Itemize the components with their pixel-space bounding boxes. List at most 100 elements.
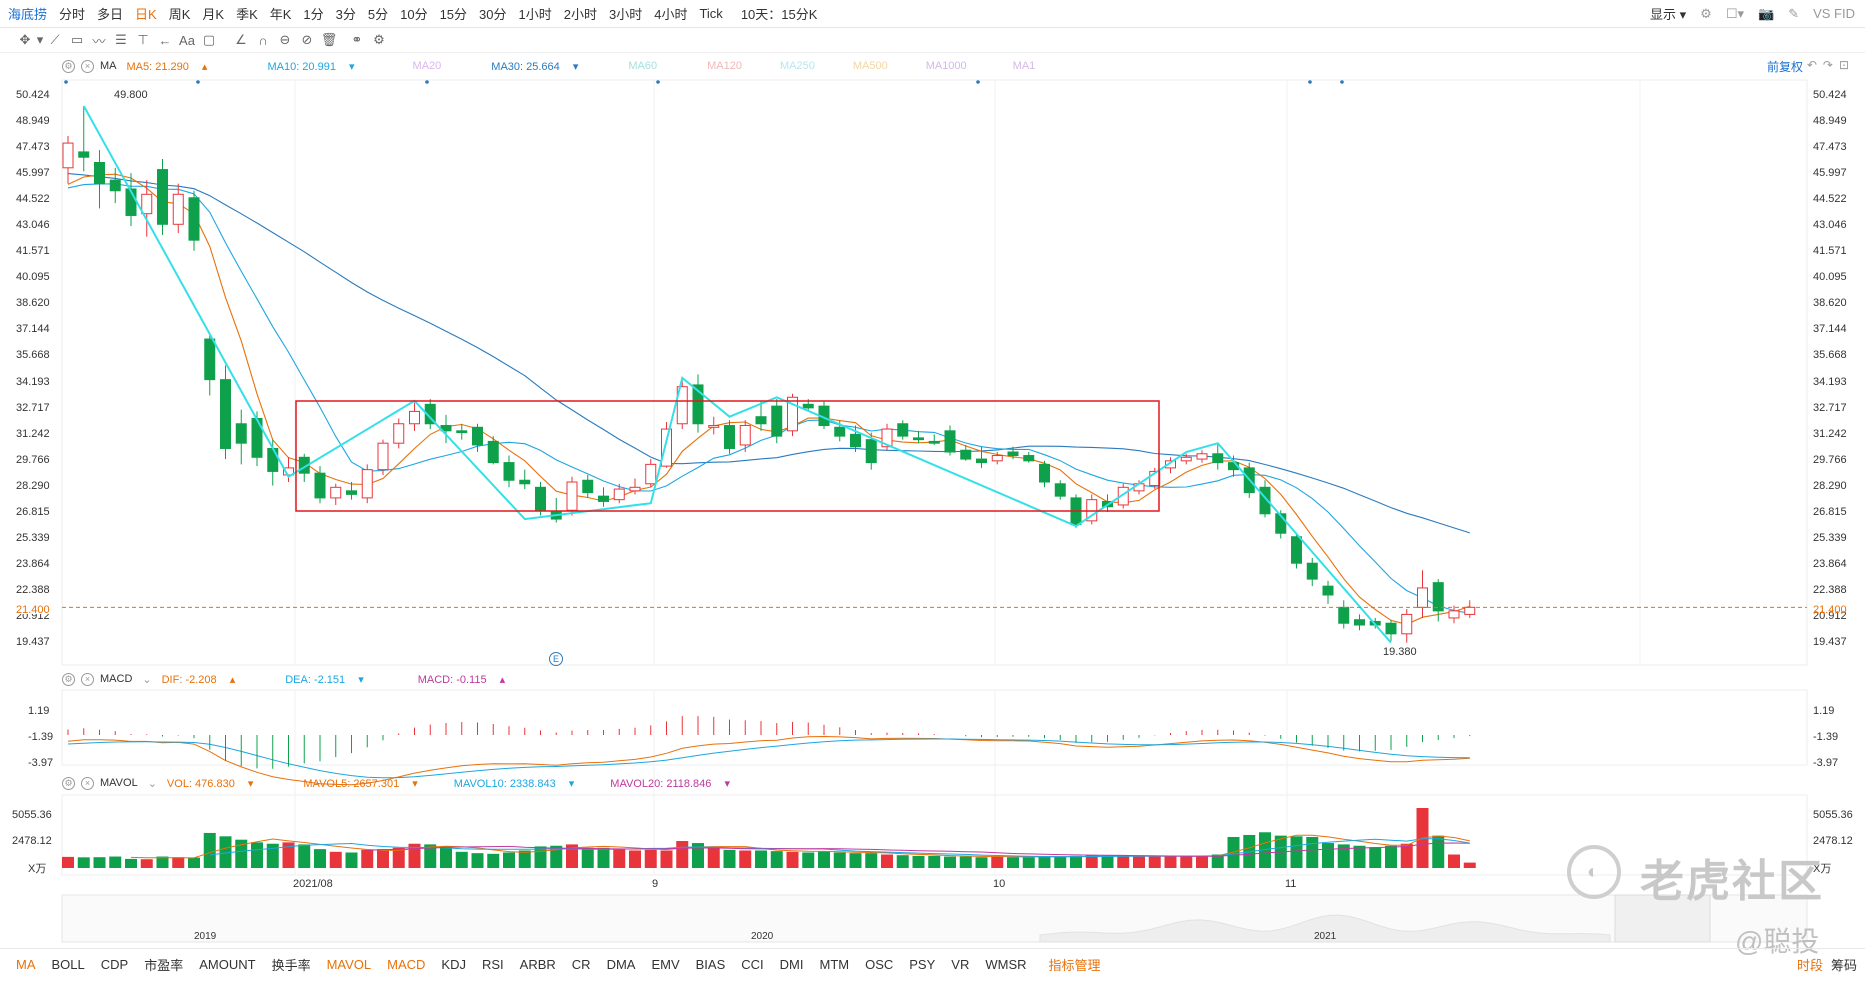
period-tab[interactable]: 分时 — [59, 7, 86, 22]
indicator-tab[interactable]: CR — [571, 956, 591, 972]
candle-body — [991, 455, 1003, 462]
period-tab[interactable]: 10分 — [400, 7, 428, 22]
indicator-tab[interactable]: KDJ — [441, 956, 466, 972]
period-tab[interactable]: Tick — [699, 6, 723, 21]
settings-icon[interactable]: ⚙ — [62, 672, 75, 686]
candle-body — [361, 469, 373, 499]
indicator-tab[interactable]: MA — [16, 956, 36, 972]
period-tab[interactable]: 1分 — [303, 7, 324, 22]
volume-bar — [1007, 857, 1019, 868]
chevron-down-icon[interactable]: ⌄ — [142, 673, 152, 686]
chips-button[interactable]: 筹码 — [1830, 957, 1857, 973]
price-tick-label: 50.424 — [16, 89, 50, 101]
link-icon[interactable]: ⚭ — [351, 32, 363, 47]
period-tab[interactable]: 5分 — [367, 7, 389, 22]
close-icon[interactable]: × — [81, 776, 94, 790]
period-tab[interactable]: 15分 — [439, 7, 468, 22]
rectangle-icon[interactable]: ▭ — [70, 32, 84, 47]
close-icon[interactable]: × — [81, 672, 94, 686]
indicator-tab[interactable]: OSC — [865, 956, 894, 972]
period-tab[interactable]: 月K — [202, 7, 225, 22]
comment-icon[interactable]: ▢ — [202, 32, 216, 47]
compare-button[interactable]: VS FID — [1813, 6, 1855, 21]
candle-body — [881, 428, 893, 448]
indicator-tab[interactable]: DMI — [779, 956, 804, 972]
camera-icon[interactable]: 📷 — [1758, 5, 1775, 21]
volume-bar — [581, 847, 594, 868]
crosshair-icon[interactable]: ✥ — [19, 32, 31, 47]
indicator-tab[interactable]: PSY — [909, 956, 936, 972]
period-tab[interactable]: 多日 — [97, 7, 124, 22]
candle-body — [393, 423, 405, 444]
measure-icon[interactable]: ⊤ — [137, 32, 149, 47]
settings-icon[interactable]: ⚙ — [1700, 5, 1712, 21]
indicator-tab[interactable]: BOLL — [51, 956, 85, 972]
price-tick-label: 29.766 — [16, 453, 50, 466]
text-icon[interactable]: Aa — [179, 32, 195, 48]
volume-bar — [613, 849, 626, 868]
fib-icon[interactable]: ☰ — [115, 32, 127, 47]
pen-icon[interactable]: ✎ — [1788, 5, 1800, 21]
adjust-mode[interactable]: 前复权 — [1766, 60, 1803, 74]
indicator-tab[interactable]: BIAS — [695, 956, 726, 972]
indicator-tab[interactable]: AMOUNT — [199, 956, 256, 972]
period-tab[interactable]: 3小时 — [608, 7, 643, 22]
indicator-tab[interactable]: 换手率 — [271, 957, 311, 973]
volume-bar — [865, 853, 878, 868]
indicator-tab[interactable]: MAVOL — [326, 956, 372, 972]
period-tab[interactable]: 周K — [168, 7, 191, 22]
gear-icon[interactable]: ⚙ — [373, 32, 385, 47]
panel-controls-icon[interactable]: ↶↷⊡ — [1806, 58, 1855, 72]
display-dropdown[interactable]: 显示 ▾ — [1650, 7, 1687, 22]
period-tab[interactable]: 10天：15分K — [740, 7, 818, 22]
indicator-tab[interactable]: ARBR — [519, 956, 556, 972]
wave-icon[interactable]: 〰 — [92, 33, 106, 49]
indicator-tab[interactable]: RSI — [481, 956, 504, 972]
session-button[interactable]: 时段 — [1796, 957, 1823, 973]
period-tab[interactable]: 1小时 — [518, 7, 552, 22]
event-marker-icon[interactable]: E — [549, 652, 563, 666]
period-tab[interactable]: 4小时 — [654, 7, 688, 22]
candle-body — [1291, 536, 1302, 564]
hide-icon[interactable]: ⊘ — [301, 32, 313, 47]
period-tab[interactable]: 季K — [236, 7, 258, 22]
arrow-icon[interactable]: ← — [158, 32, 172, 48]
period-tab[interactable]: 30分 — [479, 7, 507, 22]
period-tab[interactable]: 3分 — [335, 7, 356, 22]
period-tab[interactable]: 2小时 — [563, 7, 597, 22]
magnet-icon[interactable]: ∩ — [258, 32, 268, 48]
trend-line-icon[interactable]: ⟋ — [50, 32, 60, 47]
delete-icon[interactable]: 🗑 — [320, 32, 338, 47]
chevron-down-icon[interactable]: ⌄ — [147, 777, 157, 790]
indicator-tab[interactable]: CCI — [741, 956, 764, 972]
close-icon[interactable]: × — [81, 59, 94, 73]
indicator-tab[interactable]: EMV — [651, 956, 680, 972]
legend-name: MA — [100, 60, 117, 72]
candle-body — [1401, 613, 1413, 635]
settings-icon[interactable]: ⚙ — [62, 776, 75, 790]
indicator-tab[interactable]: DMA — [606, 956, 636, 972]
layout-icon[interactable]: ☐▾ — [1725, 5, 1744, 21]
indicator-tab[interactable]: MACD — [387, 956, 426, 972]
indicator-tab[interactable]: VR — [951, 956, 970, 972]
candle-body — [220, 379, 231, 449]
indicator-manage-button[interactable]: 指标管理 — [1048, 957, 1101, 973]
candle-body — [661, 428, 672, 467]
main-legend: ⚙ × MA MA5: 21.290 ▴ MA10: 20.991 ▾ MA20… — [62, 58, 1045, 74]
period-tab[interactable]: 日K — [135, 7, 157, 22]
indicator-tab[interactable]: 市盈率 — [144, 957, 184, 973]
indicator-tab[interactable]: WMSR — [985, 956, 1027, 972]
stock-name[interactable]: 海底捞 — [8, 7, 48, 22]
macd-dif: DIF: -2.208 ▴ — [161, 673, 236, 686]
volume-bar — [282, 842, 295, 868]
volume-bar — [424, 844, 437, 868]
indicator-tab[interactable]: CDP — [100, 956, 129, 972]
candle-body — [960, 449, 972, 460]
angle-icon[interactable]: ∠ — [235, 32, 247, 47]
kline-chart[interactable] — [0, 0, 1865, 948]
settings-icon[interactable]: ⚙ — [62, 59, 75, 73]
candle-body — [188, 197, 200, 241]
period-tab[interactable]: 年K — [269, 7, 292, 22]
lock-icon[interactable]: ⊖ — [279, 32, 291, 47]
indicator-tab[interactable]: MTM — [819, 956, 850, 972]
